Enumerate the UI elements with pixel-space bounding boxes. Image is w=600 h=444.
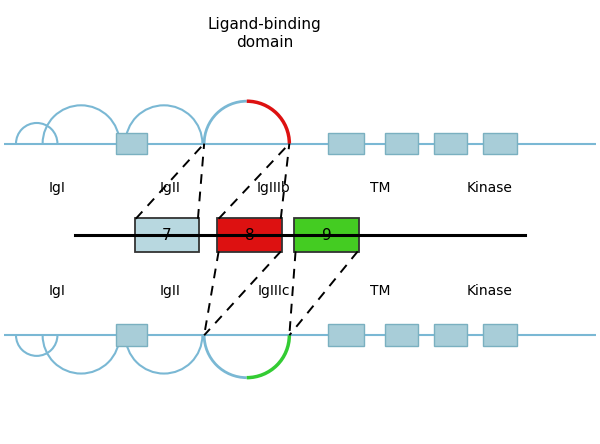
FancyBboxPatch shape <box>295 218 359 252</box>
Text: 9: 9 <box>322 228 332 242</box>
FancyBboxPatch shape <box>385 325 418 346</box>
Text: 8: 8 <box>245 228 254 242</box>
FancyBboxPatch shape <box>434 133 467 155</box>
FancyBboxPatch shape <box>434 325 467 346</box>
FancyBboxPatch shape <box>217 218 282 252</box>
FancyBboxPatch shape <box>484 133 517 155</box>
Text: IgII: IgII <box>160 284 180 298</box>
Text: TM: TM <box>370 181 390 194</box>
FancyBboxPatch shape <box>116 325 147 346</box>
Text: 7: 7 <box>162 228 172 242</box>
Text: Kinase: Kinase <box>466 284 512 298</box>
FancyBboxPatch shape <box>328 133 364 155</box>
Text: IgI: IgI <box>49 181 66 194</box>
Text: Ligand-binding
domain: Ligand-binding domain <box>208 17 322 50</box>
Text: IgIIIb: IgIIIb <box>257 181 290 194</box>
Text: TM: TM <box>370 284 390 298</box>
FancyBboxPatch shape <box>385 133 418 155</box>
FancyBboxPatch shape <box>116 133 147 155</box>
Text: IgII: IgII <box>160 181 180 194</box>
Text: Kinase: Kinase <box>466 181 512 194</box>
FancyBboxPatch shape <box>484 325 517 346</box>
Text: IgI: IgI <box>49 284 66 298</box>
Text: IgIIIc: IgIIIc <box>257 284 290 298</box>
FancyBboxPatch shape <box>134 218 199 252</box>
FancyBboxPatch shape <box>328 325 364 346</box>
